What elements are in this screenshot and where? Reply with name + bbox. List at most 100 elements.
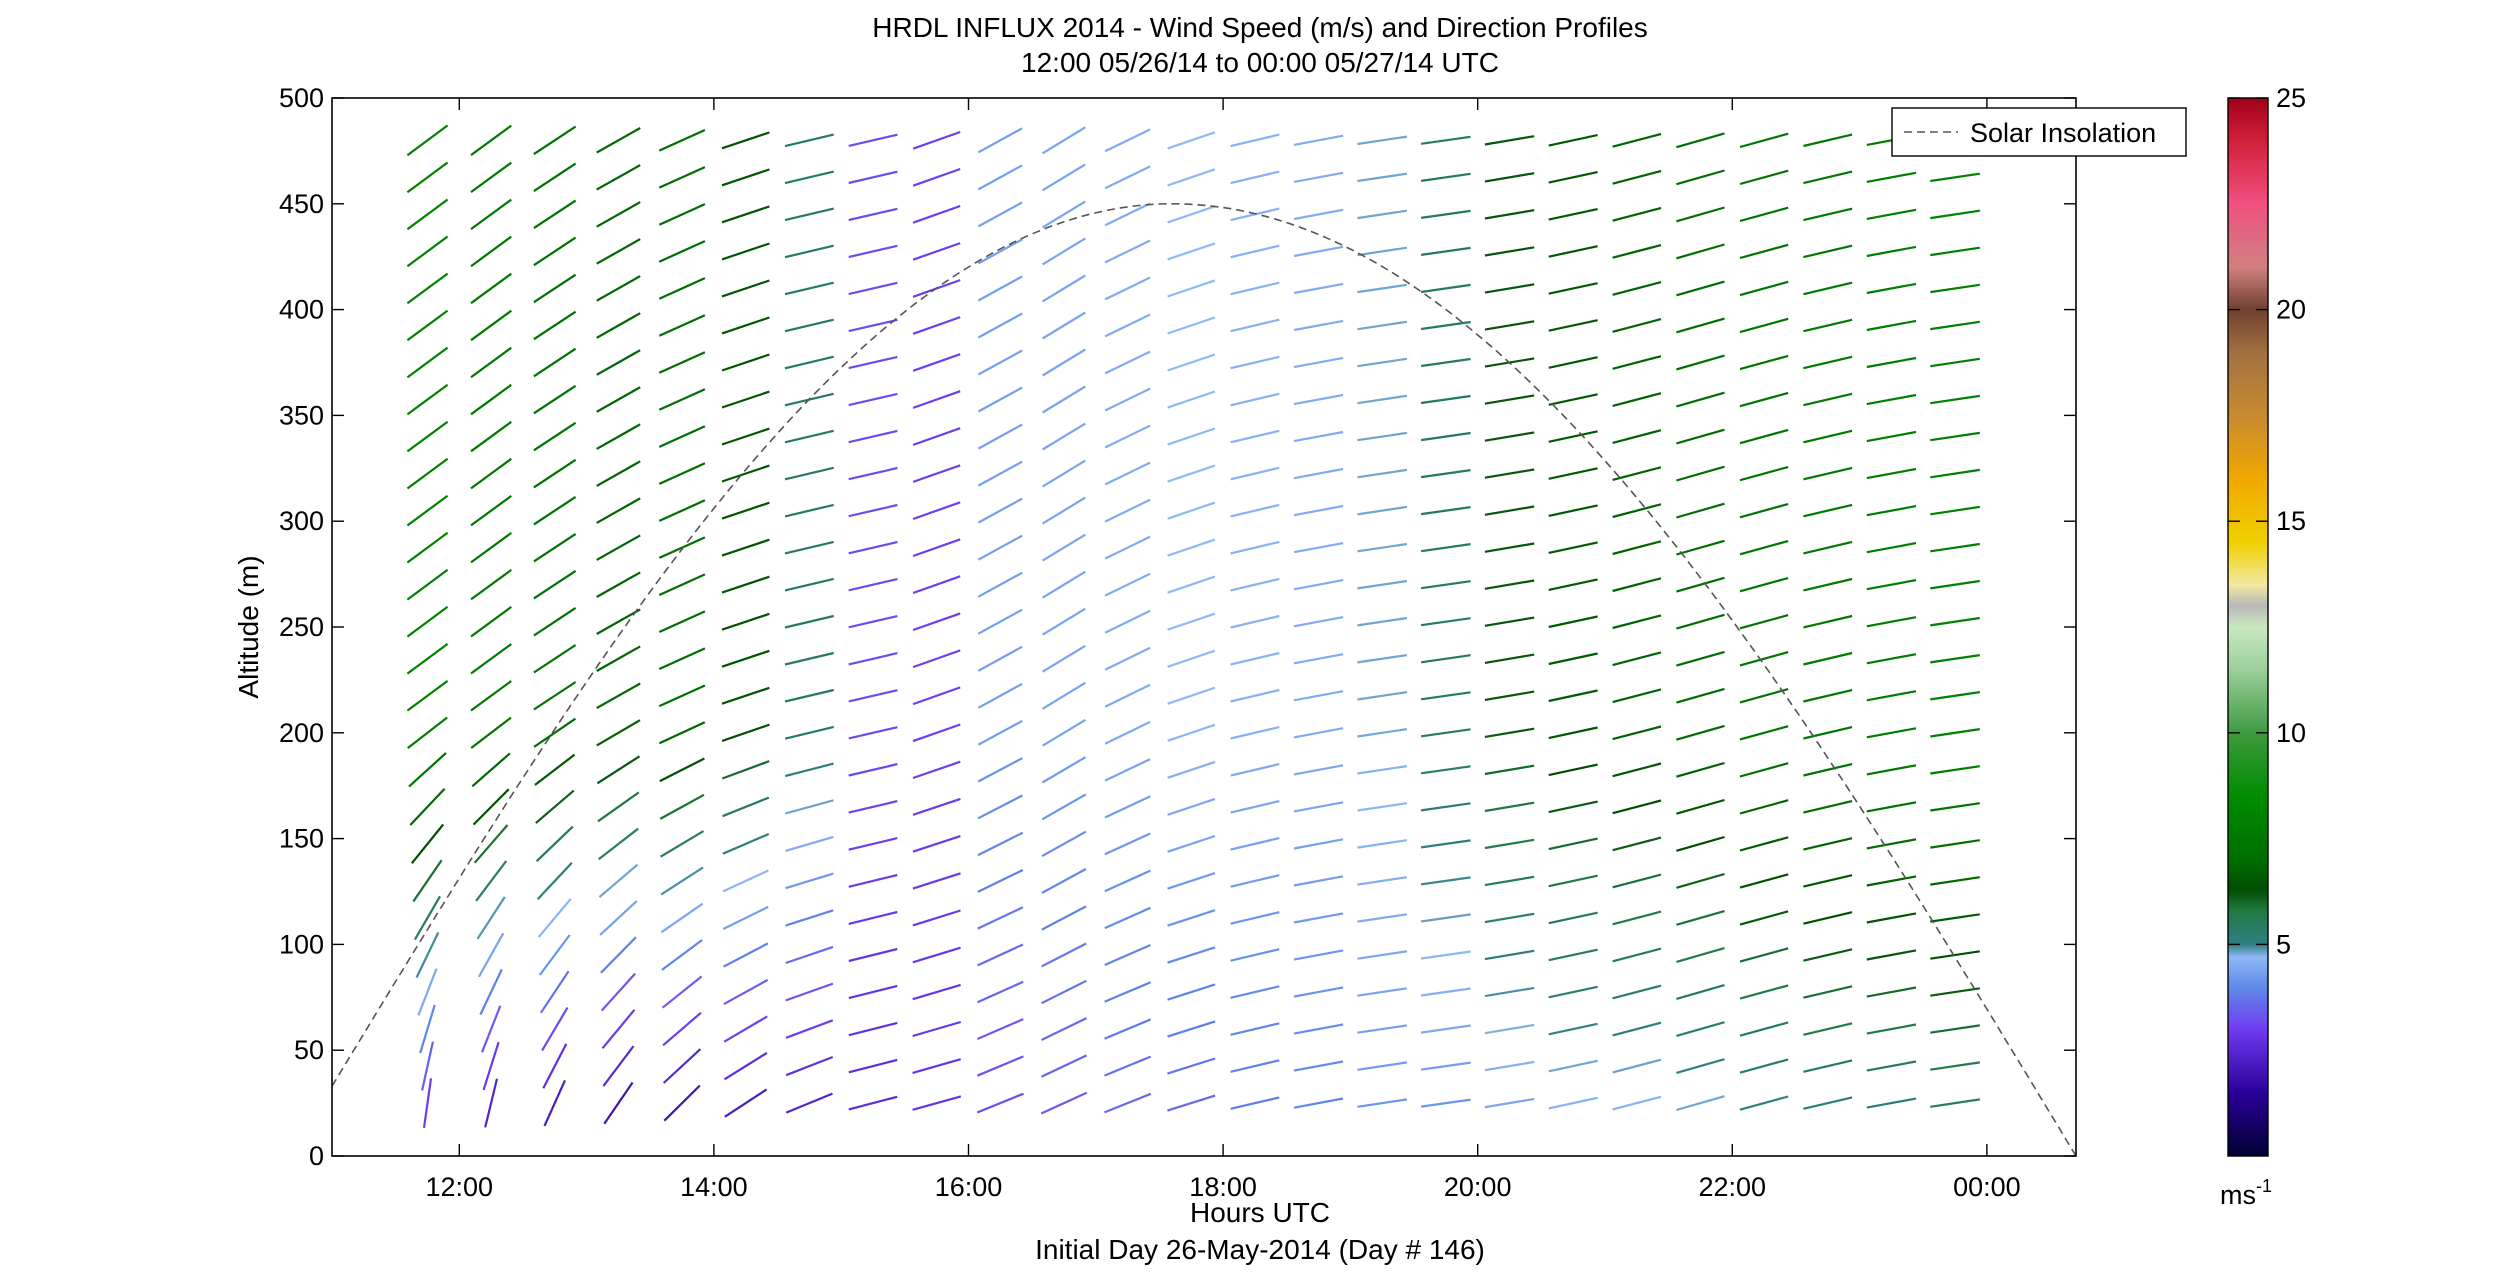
wind-vector bbox=[1676, 984, 1725, 1000]
wind-vector bbox=[1866, 171, 1917, 183]
wind-vector bbox=[1042, 681, 1086, 710]
wind-vector bbox=[1548, 652, 1598, 666]
wind-vector bbox=[1230, 874, 1280, 888]
wind-vector bbox=[1042, 607, 1086, 636]
wind-vector bbox=[1420, 506, 1471, 516]
wind-vector bbox=[912, 946, 961, 964]
wind-vector bbox=[912, 538, 961, 558]
wind-vector bbox=[912, 167, 961, 187]
wind-vector bbox=[977, 238, 1023, 265]
wind-vector bbox=[534, 753, 576, 786]
wind-vector bbox=[543, 1079, 567, 1127]
wind-vector bbox=[1803, 355, 1853, 370]
wind-vector bbox=[1676, 576, 1725, 593]
wind-vector bbox=[1803, 540, 1853, 555]
y-tick-label: 450 bbox=[279, 189, 324, 219]
wind-vector bbox=[912, 835, 961, 853]
y-tick-label: 100 bbox=[279, 929, 324, 959]
wind-vector bbox=[1420, 209, 1471, 219]
wind-vector bbox=[1676, 206, 1725, 223]
wind-vector bbox=[659, 793, 705, 820]
wind-vector bbox=[848, 578, 898, 592]
wind-vector bbox=[596, 127, 641, 154]
wind-vector bbox=[1420, 1024, 1471, 1034]
wind-vector bbox=[1739, 762, 1789, 778]
wind-vector bbox=[784, 281, 834, 296]
wind-vector bbox=[1676, 1058, 1725, 1074]
wind-vector bbox=[784, 466, 834, 481]
y-tick-label: 300 bbox=[279, 506, 324, 536]
wind-vector bbox=[721, 242, 770, 261]
legend: Solar Insolation bbox=[1891, 107, 2187, 157]
wind-vector bbox=[658, 536, 706, 559]
wind-vector bbox=[1357, 691, 1408, 701]
wind-vector bbox=[1803, 800, 1853, 814]
wind-vector bbox=[662, 1011, 702, 1047]
wind-vector bbox=[785, 872, 834, 890]
wind-vector bbox=[533, 310, 577, 341]
wind-vector bbox=[1042, 311, 1086, 340]
wind-vector bbox=[419, 1004, 436, 1054]
wind-vector bbox=[1548, 689, 1598, 703]
wind-vectors bbox=[406, 124, 1980, 1129]
wind-vector bbox=[1484, 986, 1535, 998]
wind-vector bbox=[406, 494, 449, 527]
wind-vector bbox=[1866, 356, 1917, 369]
wind-vector bbox=[658, 277, 706, 300]
wind-vector bbox=[596, 645, 641, 672]
wind-vector bbox=[912, 204, 961, 224]
wind-vector bbox=[1739, 614, 1789, 630]
wind-vector bbox=[658, 166, 706, 189]
wind-vector bbox=[470, 606, 512, 638]
colorbar-tick-label: 20 bbox=[2276, 295, 2306, 325]
wind-vector bbox=[1484, 764, 1535, 776]
wind-vector bbox=[415, 932, 440, 978]
x-tick-label: 20:00 bbox=[1444, 1172, 1512, 1202]
wind-vector bbox=[977, 869, 1024, 893]
wind-vector bbox=[784, 207, 834, 222]
wind-vector bbox=[721, 353, 770, 372]
wind-vector bbox=[784, 133, 834, 148]
wind-vector bbox=[1167, 131, 1216, 150]
wind-vector bbox=[1167, 909, 1216, 927]
wind-vector bbox=[1612, 836, 1662, 852]
wind-vector bbox=[535, 825, 574, 862]
wind-vector bbox=[848, 207, 898, 222]
wind-vector bbox=[1293, 1023, 1344, 1035]
wind-vector bbox=[541, 1006, 569, 1052]
wind-vector bbox=[1930, 802, 1980, 812]
wind-vector bbox=[848, 318, 898, 333]
wind-vector bbox=[1420, 172, 1471, 182]
wind-vector bbox=[912, 130, 961, 150]
wind-vector bbox=[1612, 1058, 1662, 1074]
wind-vector bbox=[977, 571, 1023, 598]
wind-vector bbox=[1548, 319, 1598, 332]
wind-vector bbox=[1293, 764, 1344, 776]
wind-vector bbox=[1484, 1023, 1535, 1035]
wind-vector bbox=[1167, 464, 1216, 483]
wind-vector bbox=[721, 649, 770, 668]
y-tick-label: 500 bbox=[279, 83, 324, 113]
y-tick-label: 350 bbox=[279, 400, 324, 430]
y-axis-label: Altitude (m) bbox=[233, 555, 264, 698]
wind-vector bbox=[848, 1095, 898, 1111]
wind-vector bbox=[1230, 133, 1280, 148]
wind-vector bbox=[1739, 465, 1789, 482]
wind-vector bbox=[912, 575, 961, 595]
wind-vector bbox=[912, 390, 961, 409]
colorbar-tick-label: 10 bbox=[2276, 718, 2306, 748]
wind-vector bbox=[1739, 354, 1789, 371]
wind-vector bbox=[1866, 653, 1917, 665]
wind-vector bbox=[658, 610, 706, 634]
wind-vector bbox=[722, 869, 769, 893]
wind-vector bbox=[406, 457, 449, 490]
wind-vector bbox=[1803, 318, 1853, 333]
wind-vector bbox=[1803, 911, 1853, 925]
wind-vector bbox=[1548, 763, 1598, 777]
wind-vector bbox=[470, 235, 512, 268]
wind-vector bbox=[1548, 800, 1598, 814]
wind-vector bbox=[848, 800, 898, 814]
wind-vector bbox=[912, 872, 961, 890]
wind-vector bbox=[484, 1078, 499, 1128]
wind-vector bbox=[1104, 572, 1151, 597]
